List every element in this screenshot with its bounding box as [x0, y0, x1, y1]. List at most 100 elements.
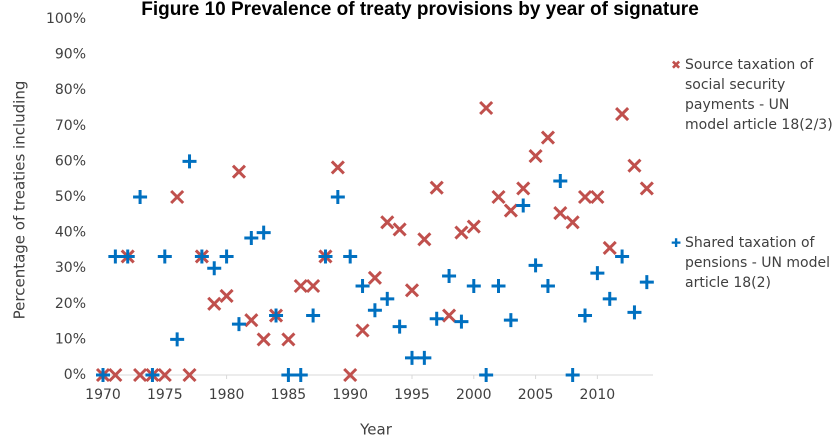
y-tick-label: 30% — [55, 260, 86, 276]
point — [503, 203, 518, 218]
point — [528, 258, 543, 273]
point — [392, 222, 407, 237]
x-tick-label: 1990 — [332, 387, 368, 403]
legend-item: ✖ Source taxation of social security paym… — [671, 55, 833, 135]
x-tick-label: 2000 — [456, 387, 492, 403]
point — [367, 270, 382, 285]
point — [182, 154, 197, 169]
point — [540, 279, 555, 293]
point — [602, 240, 617, 255]
legend-item: ✚ Shared taxation of pensions - UN model … — [671, 233, 833, 293]
point — [639, 275, 654, 290]
point — [145, 368, 160, 382]
point — [454, 225, 469, 240]
point — [120, 249, 135, 264]
point — [281, 332, 296, 347]
point — [293, 278, 308, 294]
point — [590, 189, 605, 205]
y-tick-label: 10% — [55, 331, 86, 347]
point — [355, 279, 370, 293]
point — [639, 181, 654, 196]
point — [429, 180, 444, 195]
point — [553, 205, 568, 221]
point — [367, 303, 382, 318]
point — [442, 308, 457, 323]
x-tick-label: 1975 — [147, 387, 183, 403]
point — [318, 249, 333, 264]
x-axis-label: Year — [359, 421, 393, 439]
point — [503, 313, 518, 328]
point — [602, 291, 617, 306]
legend-label: Shared taxation of pensions - UN model a… — [685, 235, 831, 291]
point — [269, 308, 284, 323]
point — [170, 332, 185, 347]
point — [194, 249, 209, 264]
legend-label: Source taxation of social security payme… — [685, 57, 833, 133]
point — [108, 249, 123, 264]
point — [516, 181, 531, 196]
y-tick-label: 0% — [64, 367, 86, 383]
point — [96, 368, 110, 382]
point — [256, 225, 271, 240]
point — [491, 279, 506, 293]
point — [244, 230, 259, 245]
point — [404, 350, 419, 365]
point — [417, 232, 432, 247]
y-tick-label: 50% — [55, 189, 86, 205]
point — [577, 189, 593, 205]
point — [207, 261, 222, 276]
point — [442, 269, 457, 284]
y-tick-label: 70% — [55, 118, 86, 134]
point — [479, 368, 494, 382]
chart-title: Figure 10 Prevalence of treaty provision… — [141, 0, 699, 20]
point — [565, 215, 580, 230]
point — [355, 323, 370, 338]
point — [429, 311, 444, 326]
point — [256, 332, 271, 347]
point — [244, 313, 259, 328]
y-tick-label: 80% — [55, 82, 86, 98]
point — [281, 368, 296, 382]
point — [466, 279, 481, 293]
point — [392, 319, 407, 334]
point — [627, 158, 642, 173]
point — [306, 308, 321, 323]
point — [380, 291, 395, 306]
point — [133, 367, 148, 383]
point — [578, 308, 593, 323]
point — [380, 215, 395, 230]
y-tick-label: 60% — [55, 153, 86, 169]
point — [615, 249, 630, 264]
point — [491, 189, 506, 205]
point — [157, 249, 172, 264]
point — [108, 367, 123, 383]
y-tick-label: 100% — [46, 11, 86, 27]
point — [417, 350, 432, 365]
point — [343, 367, 358, 383]
y-tick-label: 40% — [55, 225, 86, 241]
y-axis-label: Percentage of treaties including — [11, 81, 29, 320]
point — [157, 367, 172, 383]
point — [231, 317, 246, 332]
x-tick-label: 2005 — [518, 387, 554, 403]
point — [133, 190, 148, 204]
legend-marker: ✖ — [671, 58, 682, 72]
x-tick-label: 1970 — [85, 387, 121, 403]
x-tick-label: 1980 — [209, 387, 245, 403]
point — [231, 164, 247, 179]
point — [330, 160, 345, 175]
point — [479, 100, 494, 116]
point — [627, 305, 642, 320]
x-tick-label: 1995 — [394, 387, 430, 403]
point — [540, 130, 556, 145]
point — [615, 106, 630, 122]
point — [454, 314, 469, 329]
point — [404, 283, 420, 298]
point — [528, 148, 543, 164]
legend-marker: ✚ — [671, 236, 682, 250]
point — [553, 173, 568, 188]
point — [207, 296, 222, 311]
y-tick-label: 20% — [55, 296, 86, 312]
point — [330, 190, 345, 204]
